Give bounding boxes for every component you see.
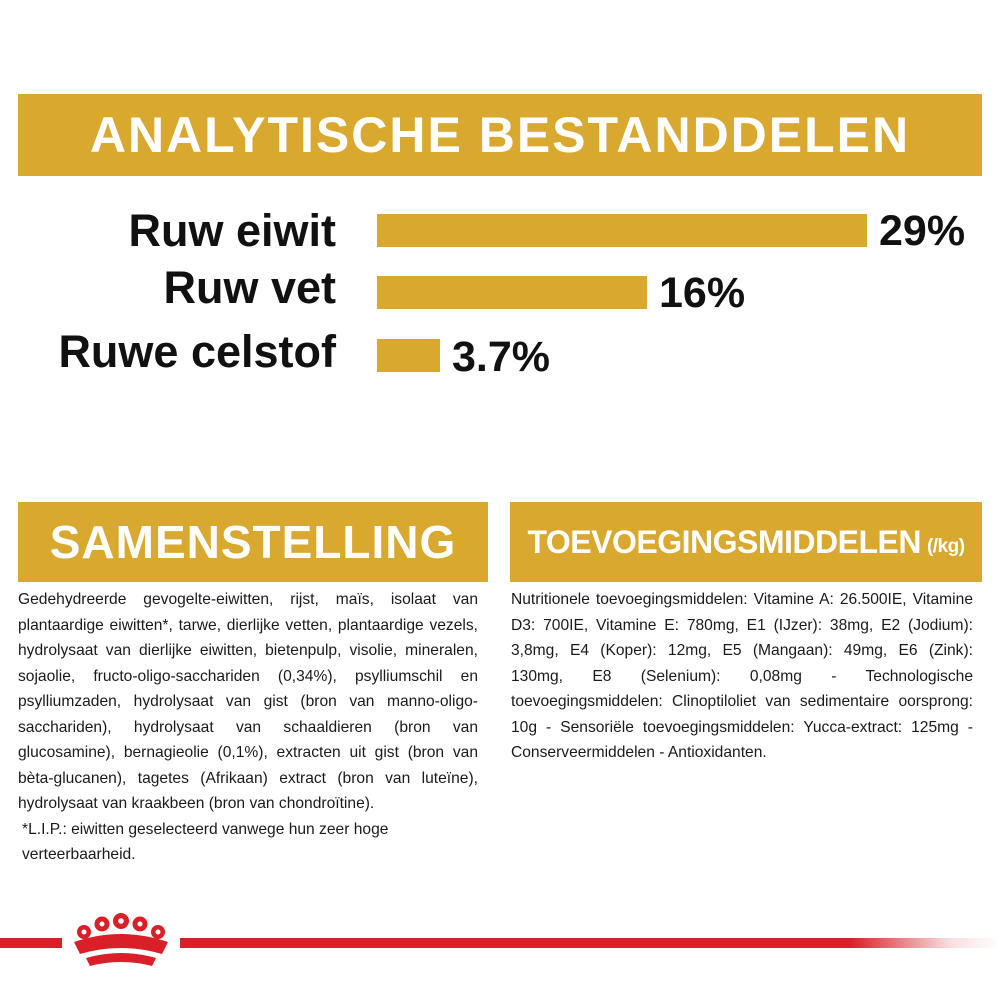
nutrient-label-fibre: Ruwe celstof [58, 326, 336, 377]
additives-text: Nutritionele toevoegingsmiddelen: Vitami… [511, 591, 973, 761]
analysis-title: ANALYTISCHE BESTANDDELEN [89, 107, 911, 163]
composition-footnote: *L.I.P.: eiwitten geselecteerd vanwege h… [22, 820, 389, 864]
composition-ingredients: Gedehydreerde gevogelte-eiwitten, rijst,… [18, 591, 478, 812]
composition-text-block: Gedehydreerde gevogelte-eiwitten, rijst,… [18, 587, 478, 868]
nutrient-value-protein: 29% [879, 207, 966, 255]
nutrient-label-fat: Ruw vet [163, 262, 336, 313]
nutrient-bar-fibre [377, 339, 440, 372]
nutrient-value-fat: 16% [659, 269, 746, 317]
nutrient-bar-protein [377, 214, 867, 247]
crown-icon [74, 913, 168, 966]
nutrient-bar-fat [377, 276, 647, 309]
nutrient-value-fibre: 3.7% [452, 333, 551, 381]
nutrient-label-protein: Ruw eiwit [128, 205, 336, 256]
additives-banner: TOEVOEGINGSMIDDELEN (/kg) [510, 502, 982, 582]
analysis-banner: ANALYTISCHE BESTANDDELEN [18, 94, 982, 176]
additives-title: TOEVOEGINGSMIDDELEN [527, 523, 921, 560]
brand-logo [62, 912, 180, 974]
additives-text-block: Nutritionele toevoegingsmiddelen: Vitami… [511, 587, 973, 766]
footer-red-line [0, 938, 1000, 948]
composition-banner: SAMENSTELLING [18, 502, 488, 582]
composition-title: SAMENSTELLING [49, 516, 457, 568]
additives-unit: (/kg) [926, 536, 965, 557]
